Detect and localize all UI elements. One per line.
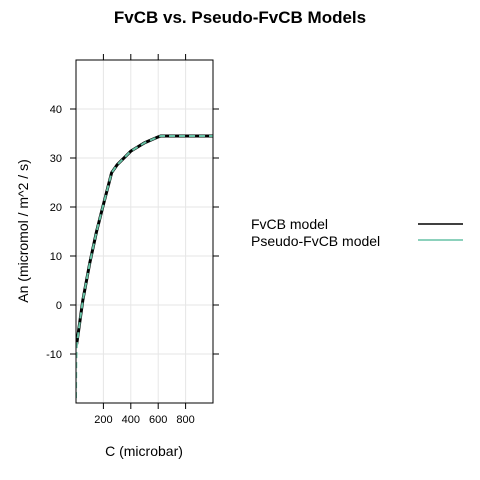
plot-panel-border	[75, 59, 214, 404]
y-tick-label: 40	[50, 104, 62, 116]
legend-label-fvcb: FvCB model	[251, 216, 328, 232]
series-line-pseudo-fvcb	[76, 134, 213, 399]
y-tick-label: 10	[50, 251, 62, 263]
x-tick-label: 400	[122, 414, 140, 426]
series-line-fvcb	[76, 134, 213, 345]
x-tick-label: 800	[176, 414, 194, 426]
legend: FvCB model Pseudo-FvCB model	[251, 216, 463, 249]
y-tick-label: 0	[56, 300, 62, 312]
grid	[76, 60, 213, 403]
series-layer	[76, 134, 213, 399]
x-axis-title: C (microbar)	[105, 443, 183, 459]
x-tick-label: 200	[94, 414, 112, 426]
y-tick-label: 30	[50, 153, 62, 165]
y-tick-label: 20	[50, 202, 62, 214]
y-tick-label: -10	[46, 349, 62, 361]
legend-label-pseudo-fvcb: Pseudo-FvCB model	[251, 233, 380, 249]
chart-title: FvCB vs. Pseudo-FvCB Models	[114, 8, 366, 27]
x-tick-label: 600	[149, 414, 167, 426]
axes: 200 400 600 800 -10 0 10 20 30 40	[46, 54, 219, 426]
y-axis-title: An (micromol / m^2 / s)	[15, 159, 31, 302]
